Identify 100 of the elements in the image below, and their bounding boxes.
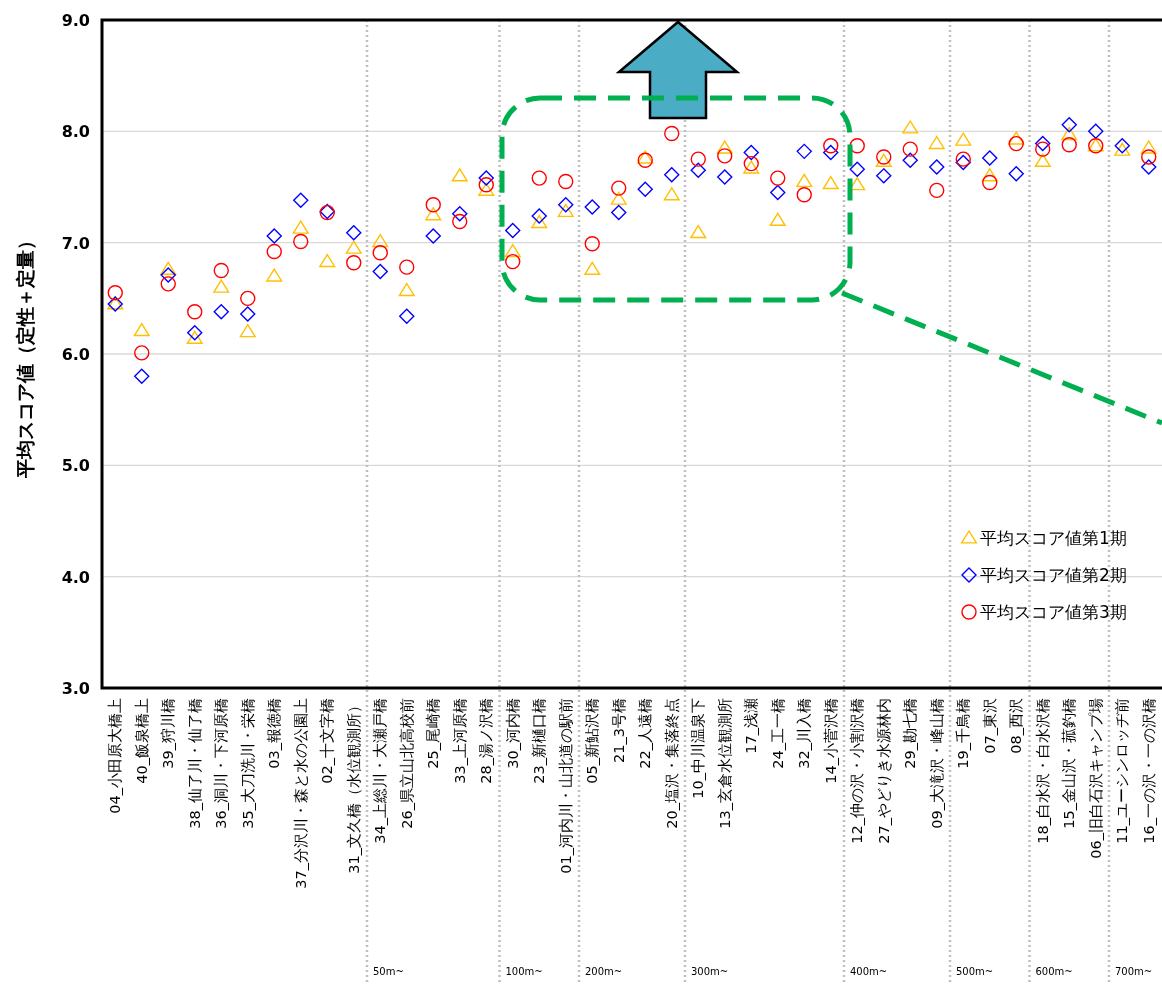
point xyxy=(186,330,203,345)
point xyxy=(425,228,441,244)
x-tick-label: 40_飯泉橋上 xyxy=(133,698,150,784)
point xyxy=(1061,136,1077,153)
x-tick-label: 36_洞川・下河原橋 xyxy=(213,698,230,829)
point xyxy=(1008,165,1024,182)
point xyxy=(796,173,813,188)
point xyxy=(213,279,230,293)
point xyxy=(929,159,945,175)
text: 50m~ xyxy=(373,966,404,977)
point xyxy=(558,173,574,190)
point xyxy=(1114,142,1131,156)
point xyxy=(451,168,468,182)
point xyxy=(1008,131,1025,145)
x-tick-label: 02_十文字橋 xyxy=(319,698,336,784)
x-tick-label: 31_文久橋（水位観測所） xyxy=(345,698,362,874)
point xyxy=(160,261,177,275)
point xyxy=(372,263,388,280)
point xyxy=(849,138,865,154)
point xyxy=(717,169,733,185)
point xyxy=(955,151,971,167)
point xyxy=(399,259,415,275)
point xyxy=(505,222,521,239)
x-tick-label: 38_仙了川・仙了橋 xyxy=(186,698,203,829)
point xyxy=(716,140,733,154)
point xyxy=(266,243,282,260)
point xyxy=(346,255,362,271)
x-tick-label: 03_報徳橋 xyxy=(266,698,283,769)
point xyxy=(770,170,786,186)
legend-label: 平均スコア値第2期 xyxy=(980,565,1127,585)
text: 400m~ xyxy=(850,966,888,977)
point xyxy=(982,150,998,166)
point xyxy=(160,276,176,292)
point xyxy=(398,282,415,297)
x-tick-label: 33_上河原橋 xyxy=(451,698,468,784)
point xyxy=(1140,140,1157,154)
point xyxy=(266,268,283,282)
x-tick-label: 30_河内橋 xyxy=(504,698,521,769)
x-tick-label: 01_河内川・山北道の駅前 xyxy=(557,698,574,874)
point xyxy=(372,244,388,261)
point xyxy=(584,199,600,215)
x-tick-label: 10_中川温泉下 xyxy=(690,698,707,799)
point xyxy=(1035,135,1051,152)
point xyxy=(557,203,574,218)
point xyxy=(875,153,892,167)
point xyxy=(849,161,865,177)
point xyxy=(955,132,972,146)
x-tick-label: 12_仲の沢・小割沢橋 xyxy=(849,698,866,844)
point xyxy=(610,191,627,205)
point xyxy=(478,170,494,186)
point xyxy=(1061,116,1077,133)
point xyxy=(213,303,229,320)
y-tick-label: 8.0 xyxy=(61,122,90,142)
x-tick-label: 24_工一橋 xyxy=(769,698,786,769)
point xyxy=(796,187,812,203)
x-tick-label: 28_湯ノ沢橋 xyxy=(478,698,495,784)
point xyxy=(1008,135,1024,152)
point xyxy=(664,125,680,142)
point xyxy=(1088,123,1104,140)
point xyxy=(663,187,680,201)
point xyxy=(690,224,707,239)
y-tick-label: 6.0 xyxy=(61,345,90,364)
point xyxy=(160,267,176,283)
point xyxy=(425,197,441,213)
point xyxy=(584,236,600,252)
point xyxy=(240,290,256,307)
point xyxy=(292,220,309,234)
point xyxy=(239,324,256,338)
point xyxy=(743,144,759,161)
x-tick-label: 08_西沢 xyxy=(1008,698,1025,754)
point xyxy=(345,240,362,254)
point xyxy=(769,212,786,226)
point xyxy=(531,208,547,224)
point xyxy=(187,325,203,341)
point xyxy=(531,214,548,229)
point xyxy=(982,174,998,191)
x-tick-label: 13_玄倉水位観測所 xyxy=(716,698,733,829)
point xyxy=(346,224,362,241)
point xyxy=(187,303,203,320)
text: 500m~ xyxy=(956,966,994,977)
x-tick-label: 37_分沢川・森と水の公園上 xyxy=(292,698,309,889)
point xyxy=(1034,153,1051,167)
x-tick-label: 06_旧白石沢キャンプ場 xyxy=(1087,698,1104,859)
y-tick-label: 4.0 xyxy=(61,567,90,587)
x-tick-label: 17_浅瀬 xyxy=(743,698,760,754)
point xyxy=(478,177,494,193)
point xyxy=(266,228,282,244)
point xyxy=(505,253,521,270)
text: 700m~ xyxy=(1115,966,1153,977)
x-tick-label: 34_上総川・大瀬戸橋 xyxy=(372,698,389,844)
y-axis-title: 平均スコア値（定性＋定量） xyxy=(14,230,36,479)
point xyxy=(981,168,998,182)
point xyxy=(319,253,336,268)
point xyxy=(531,170,547,186)
point xyxy=(372,233,389,248)
point xyxy=(823,138,839,154)
point xyxy=(1061,126,1078,141)
x-tick-label: 39_狩川橋 xyxy=(160,698,177,769)
x-tick-label: 19_千鳥橋 xyxy=(955,698,972,769)
text: 600m~ xyxy=(1035,966,1073,977)
